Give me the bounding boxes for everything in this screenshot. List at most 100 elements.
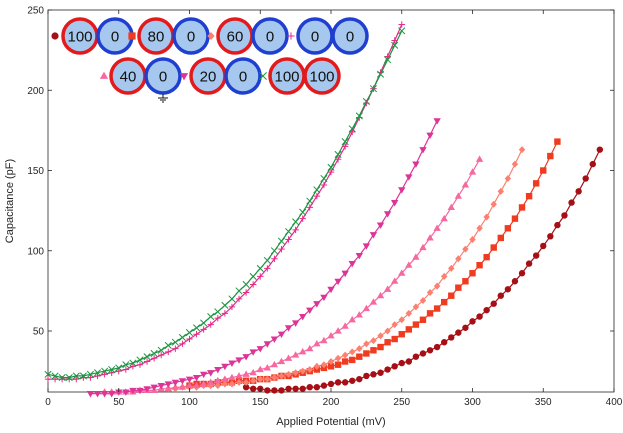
point-80-0 [433,305,441,312]
point-0-0 [214,314,221,322]
y-tick-label: 200 [27,86,44,97]
point-40-0 [327,331,335,339]
point-100-100 [327,163,335,171]
point-40-0 [440,214,448,222]
legend-label-left: 100 [67,29,92,46]
point-100-0 [554,221,561,229]
point-0-0 [94,372,101,380]
point-100-100 [72,372,80,380]
point-100-0 [306,383,313,391]
point-60-0 [299,367,306,375]
point-100-0 [398,359,405,367]
point-100-100 [79,372,87,380]
point-60-0 [398,316,405,324]
point-100-0 [370,371,377,378]
point-20-0 [235,357,243,364]
point-80-0 [405,326,413,333]
point-80-0 [412,321,420,328]
point-40-0 [390,277,399,284]
point-60-0 [455,255,462,263]
point-100-0 [292,385,299,392]
legend-label-right: 0 [266,29,274,46]
point-100-0 [469,318,476,325]
point-0-0 [193,331,200,338]
point-100-100 [306,197,314,205]
x-tick-label: 250 [393,397,410,408]
point-20-0 [306,307,314,314]
point-100-0 [525,260,533,267]
point-100-0 [511,278,519,285]
point-40-0 [468,168,477,175]
point-0-0 [150,355,158,362]
point-100-100 [178,333,186,341]
series-20-0 [86,118,441,398]
point-60-0 [426,288,434,297]
point-20-0 [178,378,187,385]
point-60-0 [228,380,236,388]
point-0-0 [143,358,151,365]
legend-label-right: 0 [346,29,354,46]
point-60-0 [356,345,363,353]
fit-curve-20-0 [90,120,438,395]
point-100-0 [490,300,497,307]
point-100-100 [129,359,137,367]
point-100-0 [356,375,363,383]
point-100-0 [540,242,547,250]
point-100-0 [285,385,292,392]
point-0-0 [115,367,122,375]
point-0-0 [257,273,264,280]
point-100-0 [497,292,504,299]
point-80-0 [384,339,391,346]
y-tick-label: 50 [33,327,45,338]
point-40-0 [207,378,215,385]
point-20-0 [228,360,236,367]
point-40-0 [299,348,307,355]
point-100-100 [143,353,151,361]
series-40-0 [100,155,484,395]
point-20-0 [369,232,378,239]
point-80-0 [448,292,455,299]
point-100-100 [228,295,236,303]
point-40-0 [376,291,385,299]
point-100-0 [596,146,604,153]
x-axis-label: Applied Potential (mV) [276,416,385,428]
point-80-0 [490,244,497,251]
point-80-0 [540,167,547,174]
point-100-0 [504,286,512,293]
point-60-0 [278,372,285,380]
point-40-0 [178,383,187,390]
point-0-0 [158,351,165,359]
point-20-0 [199,371,208,379]
x-tick-label: 150 [252,397,269,408]
legend-entry-40-0: 40 0 [99,57,182,95]
point-100-0 [518,270,526,277]
point-80-0 [554,138,561,145]
point-100-100 [150,349,158,358]
point-60-0 [391,321,398,329]
legend-label-left: 80 [148,29,165,46]
point-20-0 [433,118,441,125]
point-40-0 [221,375,229,382]
point-80-0 [341,358,349,365]
point-80-0 [334,361,342,368]
point-80-0 [511,215,519,222]
legend-entry-80-0: 80 0 [128,17,210,55]
point-0-0 [313,192,321,200]
point-80-0 [370,347,377,354]
point-60-0 [271,374,278,382]
point-100-0 [441,339,448,346]
point-100-100 [334,150,342,159]
legend-label-right: 0 [111,29,119,46]
point-20-0 [214,366,222,374]
point-20-0 [129,387,137,395]
point-100-100 [320,174,328,183]
point-40-0 [164,384,172,392]
point-60-0 [292,369,299,377]
point-100-0 [433,343,441,351]
legend-marker [179,73,189,81]
point-100-100 [263,256,271,264]
point-40-0 [284,354,293,361]
point-40-0 [249,368,257,376]
point-0-0 [207,321,214,328]
